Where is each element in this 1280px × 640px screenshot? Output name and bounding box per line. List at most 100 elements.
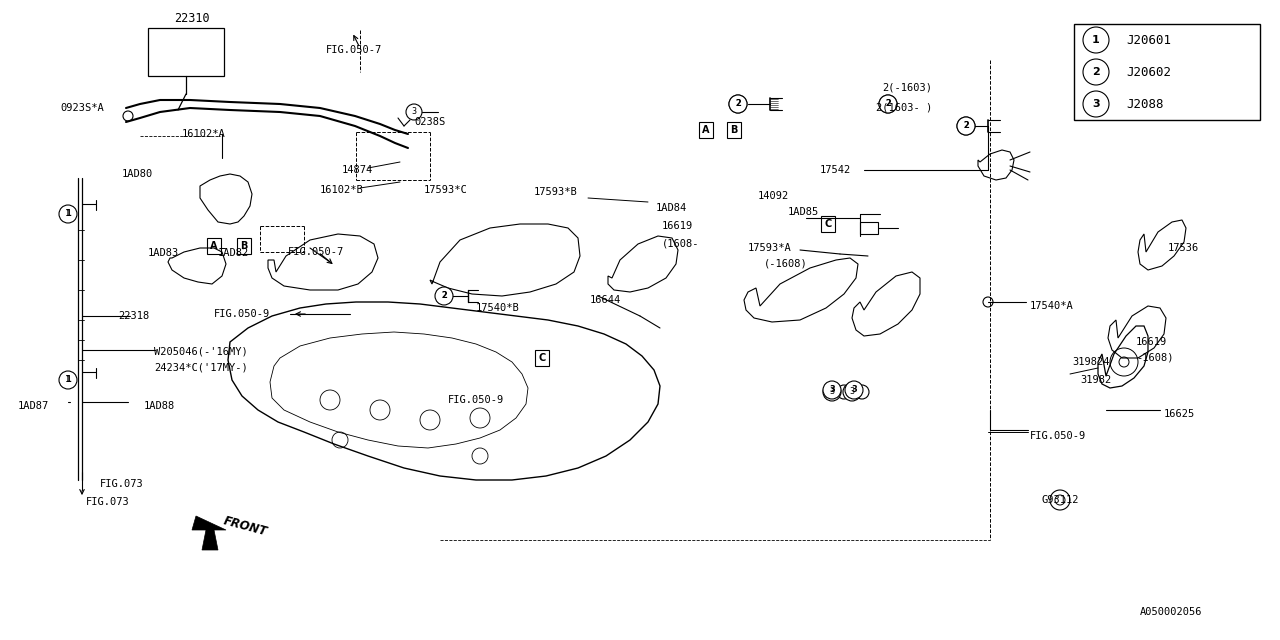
Text: 0238S: 0238S	[413, 117, 445, 127]
Circle shape	[844, 383, 861, 401]
Circle shape	[61, 207, 76, 221]
Circle shape	[59, 371, 77, 389]
Polygon shape	[192, 516, 227, 550]
Text: 3: 3	[851, 385, 856, 394]
Text: C: C	[539, 353, 545, 363]
Text: 2: 2	[884, 99, 891, 109]
Bar	[148, 28, 224, 76]
Text: 24234*C('17MY-): 24234*C('17MY-)	[154, 363, 248, 373]
Text: 16644: 16644	[590, 295, 621, 305]
Circle shape	[61, 373, 76, 387]
Circle shape	[730, 95, 748, 113]
Text: 3: 3	[829, 387, 835, 397]
Text: 16625: 16625	[1164, 409, 1196, 419]
Text: FIG.050-9: FIG.050-9	[1030, 431, 1087, 441]
Text: 2: 2	[736, 99, 741, 109]
Text: 17540*A: 17540*A	[1030, 301, 1074, 311]
Bar	[699, 122, 713, 138]
Text: 17540*B: 17540*B	[476, 303, 520, 313]
Text: 17536: 17536	[1169, 243, 1199, 253]
Text: 3: 3	[1092, 99, 1100, 109]
Circle shape	[845, 381, 863, 399]
Circle shape	[436, 288, 452, 304]
Circle shape	[957, 117, 975, 135]
Text: FIG.050-7: FIG.050-7	[288, 247, 344, 257]
Text: 1: 1	[65, 209, 70, 218]
Text: J20601: J20601	[1126, 33, 1171, 47]
Text: B: B	[731, 125, 737, 135]
Text: A: A	[210, 241, 218, 251]
Text: J20602: J20602	[1126, 65, 1171, 79]
Text: 1AD87: 1AD87	[18, 401, 49, 411]
Text: -1608): -1608)	[1137, 353, 1174, 363]
Text: FIG.050-9: FIG.050-9	[214, 309, 270, 319]
Circle shape	[823, 383, 841, 401]
Text: 3: 3	[829, 385, 835, 394]
Text: (-1608): (-1608)	[764, 259, 808, 269]
Circle shape	[1083, 91, 1108, 117]
Text: 14874: 14874	[342, 165, 374, 175]
Text: 17593*C: 17593*C	[424, 185, 467, 195]
Circle shape	[1083, 59, 1108, 85]
Text: FRONT: FRONT	[221, 514, 269, 538]
Bar	[860, 222, 878, 234]
Circle shape	[59, 205, 77, 223]
Text: 2: 2	[442, 291, 447, 301]
Text: 1: 1	[65, 376, 70, 385]
Text: B: B	[241, 241, 248, 251]
Text: 2: 2	[1092, 67, 1100, 77]
Text: 17542: 17542	[820, 165, 851, 175]
Text: 1: 1	[65, 209, 70, 218]
Text: 1AD84: 1AD84	[657, 203, 687, 213]
Text: 2(-1603): 2(-1603)	[882, 83, 932, 93]
Bar	[820, 216, 835, 232]
Text: G93112: G93112	[1042, 495, 1079, 505]
Text: C: C	[824, 219, 832, 229]
Text: A050002056: A050002056	[1140, 607, 1202, 617]
Text: FIG.073: FIG.073	[86, 497, 129, 507]
Text: 3: 3	[850, 387, 855, 397]
Text: 17593*B: 17593*B	[534, 187, 577, 197]
Text: 1AD82: 1AD82	[218, 248, 250, 258]
Text: A: A	[703, 125, 709, 135]
Text: 22310: 22310	[174, 12, 210, 24]
Bar	[237, 238, 251, 254]
Bar	[1074, 24, 1260, 120]
Text: 14092: 14092	[758, 191, 790, 201]
Circle shape	[730, 95, 748, 113]
Text: 2: 2	[963, 122, 969, 131]
Text: 1AD83: 1AD83	[148, 248, 179, 258]
Text: 3: 3	[411, 108, 416, 116]
Bar	[727, 122, 741, 138]
Text: 0923S*A: 0923S*A	[60, 103, 104, 113]
Text: 31982: 31982	[1080, 375, 1111, 385]
Circle shape	[1083, 27, 1108, 53]
Circle shape	[823, 381, 841, 399]
Text: 2: 2	[964, 122, 969, 131]
Text: 16619: 16619	[1137, 337, 1167, 347]
Text: FIG.050-7: FIG.050-7	[326, 45, 383, 55]
Text: J2088: J2088	[1126, 97, 1164, 111]
Text: 2: 2	[442, 291, 447, 301]
Text: FIG.050-9: FIG.050-9	[448, 395, 504, 405]
Text: 22318: 22318	[118, 311, 150, 321]
Text: W205046(-'16MY): W205046(-'16MY)	[154, 347, 248, 357]
Text: 319824: 319824	[1073, 357, 1110, 367]
Text: 16102*A: 16102*A	[182, 129, 225, 139]
Text: 16102*B: 16102*B	[320, 185, 364, 195]
Circle shape	[957, 117, 975, 135]
Bar	[207, 238, 221, 254]
Text: 1: 1	[1092, 35, 1100, 45]
Bar	[535, 350, 549, 366]
Text: 2(1603- ): 2(1603- )	[876, 103, 932, 113]
Text: 16619: 16619	[662, 221, 694, 231]
Text: 17593*A: 17593*A	[748, 243, 792, 253]
Text: 1AD80: 1AD80	[122, 169, 154, 179]
Circle shape	[435, 287, 453, 305]
Text: FIG.073: FIG.073	[100, 479, 143, 489]
Circle shape	[879, 95, 897, 113]
Text: 2: 2	[886, 99, 891, 109]
Circle shape	[879, 95, 897, 113]
Text: 1AD88: 1AD88	[143, 401, 175, 411]
Text: 1: 1	[65, 376, 70, 385]
